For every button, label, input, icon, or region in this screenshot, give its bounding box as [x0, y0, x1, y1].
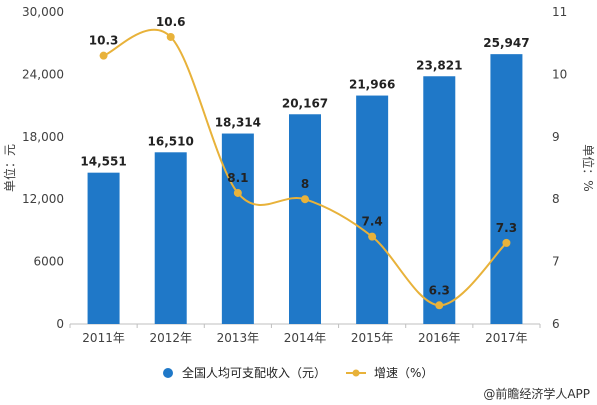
- y2-tick-label: 7: [552, 255, 560, 269]
- line-value-label: 8.1: [227, 171, 248, 185]
- bar-value-label: 23,821: [416, 58, 462, 72]
- y-tick-label: 6000: [33, 255, 64, 269]
- bar-value-label: 16,510: [148, 134, 194, 148]
- bar: [154, 152, 187, 324]
- line-point: [166, 32, 175, 41]
- x-tick-label: 2015年: [351, 331, 394, 345]
- line-point: [301, 195, 309, 204]
- line-value-label: 7.4: [362, 215, 383, 229]
- y2-tick-label: 11: [552, 5, 567, 19]
- line-value-label: 10.3: [89, 34, 119, 48]
- y-tick-label: 12,000: [22, 192, 64, 206]
- y-tick-label: 24,000: [22, 67, 64, 81]
- bar-value-label: 20,167: [282, 96, 328, 110]
- growth-line: [99, 28, 511, 310]
- source-credit: @前瞻经济学人APP: [483, 386, 590, 401]
- legend-line-dot: [352, 369, 360, 377]
- legend-bar-label: 全国人均可支配收入（元）: [182, 365, 326, 380]
- y-tick-label: 30,000: [22, 5, 64, 19]
- line-labels: 10.3 10.6 8.1 8 7.4 6.3 7.3: [89, 15, 517, 297]
- y-axis-title: 单位：元: [2, 144, 17, 192]
- line-point: [233, 188, 242, 197]
- bar: [87, 172, 120, 324]
- x-tick-label: 2011年: [82, 331, 125, 345]
- x-tick-label: 2017年: [485, 331, 528, 345]
- x-tick-label: 2016年: [418, 331, 461, 345]
- line-point: [435, 301, 444, 310]
- y2-tick-label: 10: [552, 67, 567, 81]
- line-value-label: 8: [301, 177, 309, 191]
- axes: 0 6000 12,000 18,000 24,000 30,000 6 7 8 9 10 11 201…: [2, 5, 596, 345]
- x-tick-label: 2014年: [284, 331, 327, 345]
- bar: [490, 54, 523, 325]
- y-tick-label: 0: [56, 317, 64, 331]
- line-point: [502, 238, 511, 247]
- bar: [221, 133, 254, 324]
- line-point: [99, 51, 108, 60]
- legend-bar-marker: [163, 368, 173, 378]
- x-tick-label: 2013年: [217, 331, 260, 345]
- y2-tick-label: 8: [552, 192, 560, 206]
- x-tick-label: 2012年: [149, 331, 192, 345]
- line-value-label: 7.3: [496, 221, 517, 235]
- bar-value-label: 14,551: [80, 155, 126, 169]
- line-value-label: 10.6: [156, 15, 186, 29]
- bar-value-label: 18,314: [215, 116, 261, 130]
- bar: [356, 95, 389, 325]
- legend: 全国人均可支配收入（元） 增速（%）: [163, 365, 433, 380]
- line-value-label: 6.3: [429, 283, 450, 297]
- bar: [289, 114, 321, 324]
- line-point: [368, 232, 377, 241]
- bar-value-label: 25,947: [483, 36, 529, 50]
- bar-labels: 14,551 16,510 18,314 20,167 21,966 23,821 25,9…: [80, 36, 529, 169]
- bar-value-label: 21,966: [349, 78, 395, 92]
- bars: [87, 54, 523, 325]
- y2-tick-label: 9: [552, 130, 560, 144]
- bar: [423, 76, 456, 324]
- legend-line-label: 增速（%）: [374, 366, 433, 380]
- y2-tick-label: 6: [552, 317, 560, 331]
- y2-axis-title: 单位：%: [581, 144, 596, 191]
- y-tick-label: 18,000: [22, 130, 64, 144]
